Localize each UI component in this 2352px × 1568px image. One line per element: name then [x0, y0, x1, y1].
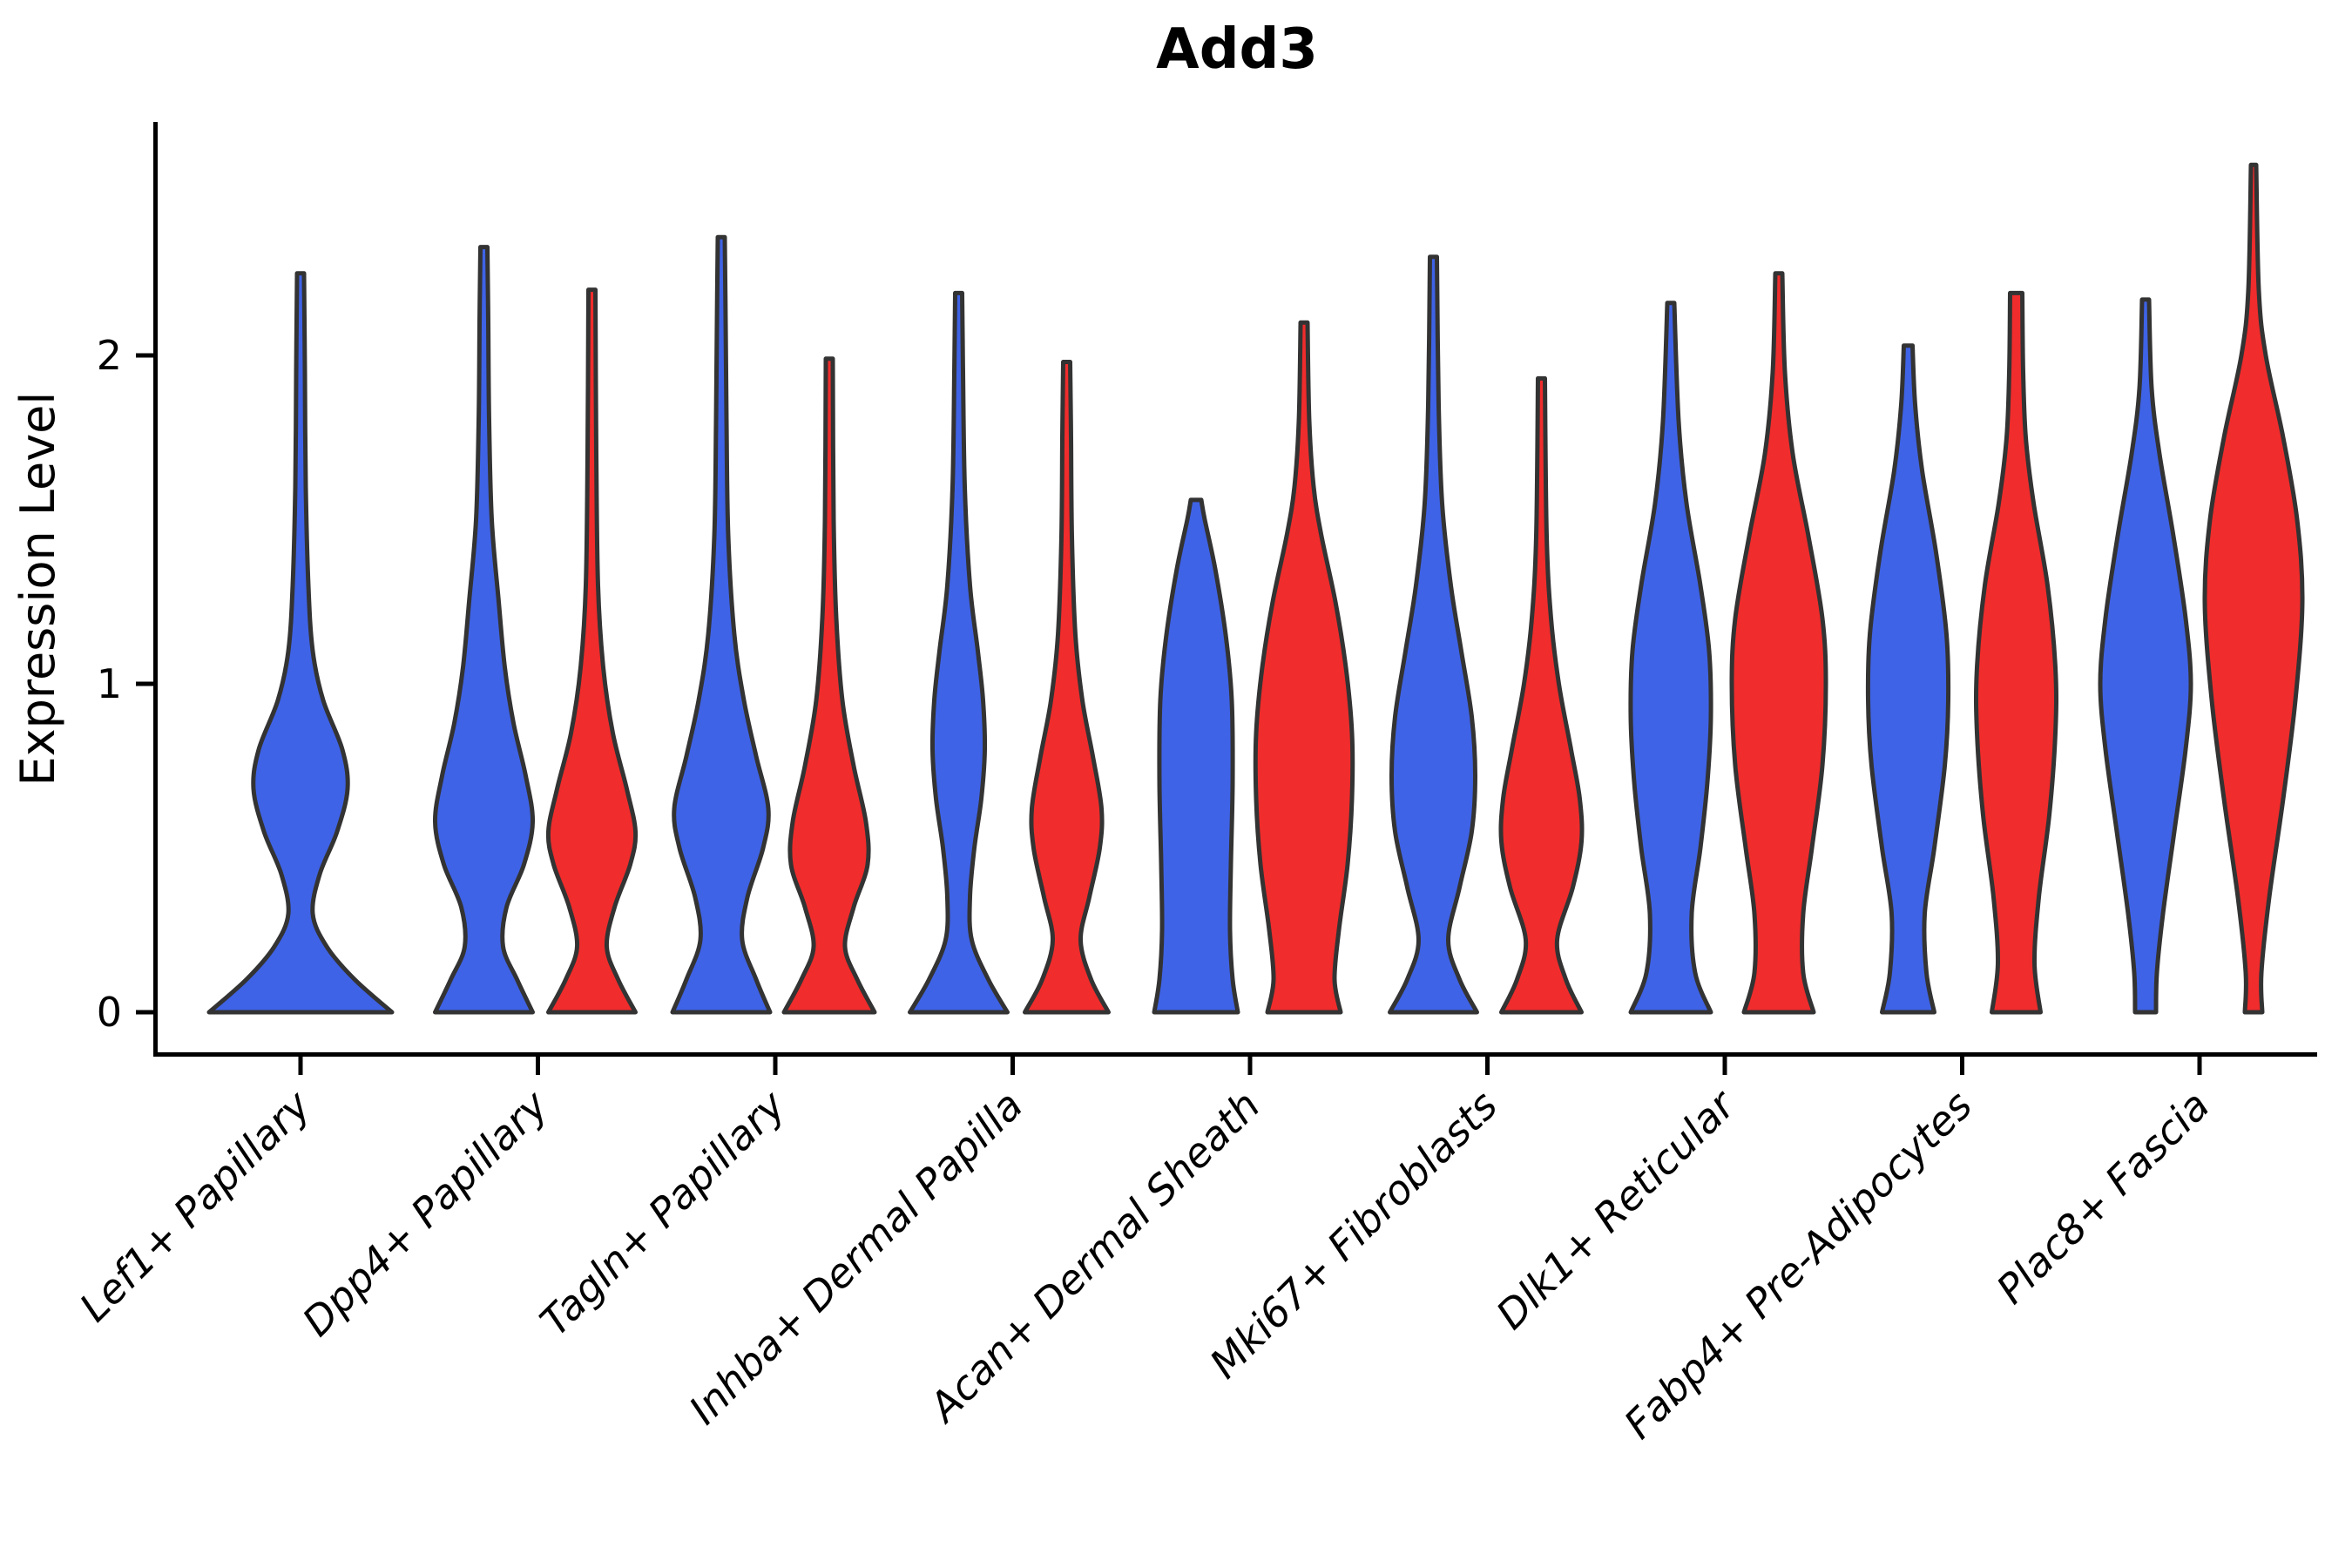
- y-tick-label: 2: [97, 332, 122, 379]
- x-tick-label: Plac8+ Fascia: [1987, 1082, 2218, 1313]
- violin-fabp4-pre-adipocytes-red: [1973, 290, 2059, 1015]
- chart-title: Add3: [1156, 17, 1318, 82]
- violin-plac8-fascia-blue: [2098, 297, 2193, 1015]
- violin-acan-dermal-sheath-blue: [1152, 497, 1240, 1015]
- violin-acan-dermal-sheath-red: [1253, 320, 1355, 1015]
- violin-dpp4-papillary-red: [545, 287, 639, 1015]
- violin-mki67-fibroblasts-blue: [1388, 254, 1479, 1015]
- x-tick-label: Lef1+ Papillary: [71, 1081, 320, 1330]
- x-tick-label: Dlk1+ Reticular: [1487, 1079, 1746, 1338]
- violin-tagln-papillary-red: [781, 356, 877, 1015]
- y-axis-ticks: 0 1 2: [97, 332, 155, 1036]
- y-axis-label: Expression Level: [10, 392, 65, 787]
- violin-fabp4-pre-adipocytes-blue: [1865, 343, 1951, 1015]
- violin-mki67-fibroblasts-red: [1498, 375, 1585, 1015]
- violins-layer: [206, 162, 2305, 1015]
- violin-tagln-papillary-blue: [670, 234, 773, 1015]
- violin-dlk1-reticular-red: [1729, 271, 1828, 1015]
- y-tick-label: 0: [97, 989, 122, 1036]
- y-tick-label: 1: [97, 660, 122, 707]
- violin-lef1-papillary-blue: [206, 271, 395, 1015]
- x-tick-label: Dpp4+ Papillary: [294, 1081, 558, 1345]
- violin-inhba-dermal-papilla-blue: [908, 290, 1010, 1015]
- violin-dpp4-papillary-blue: [432, 245, 536, 1015]
- violin-inhba-dermal-papilla-red: [1023, 360, 1111, 1015]
- x-axis-spine: [153, 1052, 2317, 1057]
- violin-dlk1-reticular-blue: [1628, 301, 1713, 1015]
- x-tick-label: Tagln+ Papillary: [531, 1081, 794, 1345]
- y-axis-spine: [153, 122, 158, 1056]
- violin-plac8-fascia-red: [2202, 162, 2305, 1015]
